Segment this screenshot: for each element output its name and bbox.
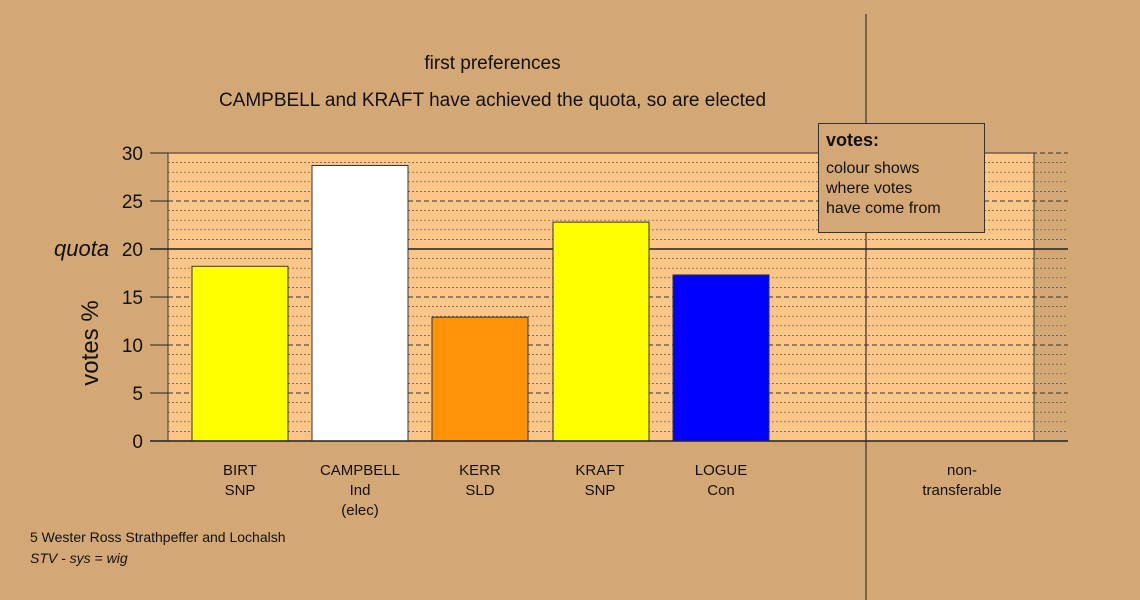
candidate-status: (elec) xyxy=(341,502,379,519)
legend-box: votes: colour shows where votes have com… xyxy=(818,123,985,233)
bar-kerr xyxy=(431,316,529,442)
candidate-name: BIRT xyxy=(223,462,257,479)
y-tick-label: 15 xyxy=(122,288,143,309)
y-tick-label: 30 xyxy=(122,144,143,165)
bar-birt xyxy=(191,265,289,442)
y-tick-label: 5 xyxy=(132,384,143,405)
bar-kraft xyxy=(552,221,650,442)
legend-line: have come from xyxy=(826,200,941,217)
candidate-name: LOGUE xyxy=(694,462,748,479)
candidate-name: KRAFT xyxy=(575,462,625,479)
system-label: STV - sys = wig xyxy=(30,550,128,566)
candidate-name: CAMPBELL xyxy=(319,462,401,479)
chart-subtitle: CAMPBELL and KRAFT have achieved the quo… xyxy=(218,90,767,111)
quota-label: quota xyxy=(54,236,110,261)
bar-logue xyxy=(672,274,770,442)
nontransferable-line1: non- xyxy=(946,462,978,479)
candidate-party: SNP xyxy=(224,482,256,499)
candidate-name: KERR xyxy=(459,462,501,479)
candidate-party: SLD xyxy=(465,482,495,499)
nontransferable-line2: transferable xyxy=(922,482,1002,499)
y-tick-label: 20 xyxy=(122,240,143,261)
chart-title: first preferences xyxy=(424,53,561,74)
legend-line: where votes xyxy=(826,180,913,197)
candidate-party: Ind xyxy=(349,482,371,499)
category-label-kerr: KERR SLD xyxy=(420,461,540,501)
category-label-kraft: KRAFT SNP xyxy=(540,461,660,501)
y-tick-label: 0 xyxy=(132,432,143,453)
candidate-party: Con xyxy=(707,482,735,499)
y-tick-label: 10 xyxy=(122,336,143,357)
y-tick-label: 25 xyxy=(122,192,143,213)
legend-title: votes: xyxy=(826,130,880,150)
candidate-party: SNP xyxy=(584,482,616,499)
bar-campbell xyxy=(311,164,409,442)
y-axis-label: votes % xyxy=(77,300,104,386)
category-label-nontransferable: non- transferable xyxy=(902,461,1022,501)
category-label-campbell: CAMPBELL Ind (elec) xyxy=(300,461,420,521)
legend-line: colour shows xyxy=(826,160,920,177)
category-label-logue: LOGUE Con xyxy=(661,461,781,501)
constituency-label: 5 Wester Ross Strathpeffer and Lochalsh xyxy=(30,529,286,545)
category-label-birt: BIRT SNP xyxy=(180,461,300,501)
